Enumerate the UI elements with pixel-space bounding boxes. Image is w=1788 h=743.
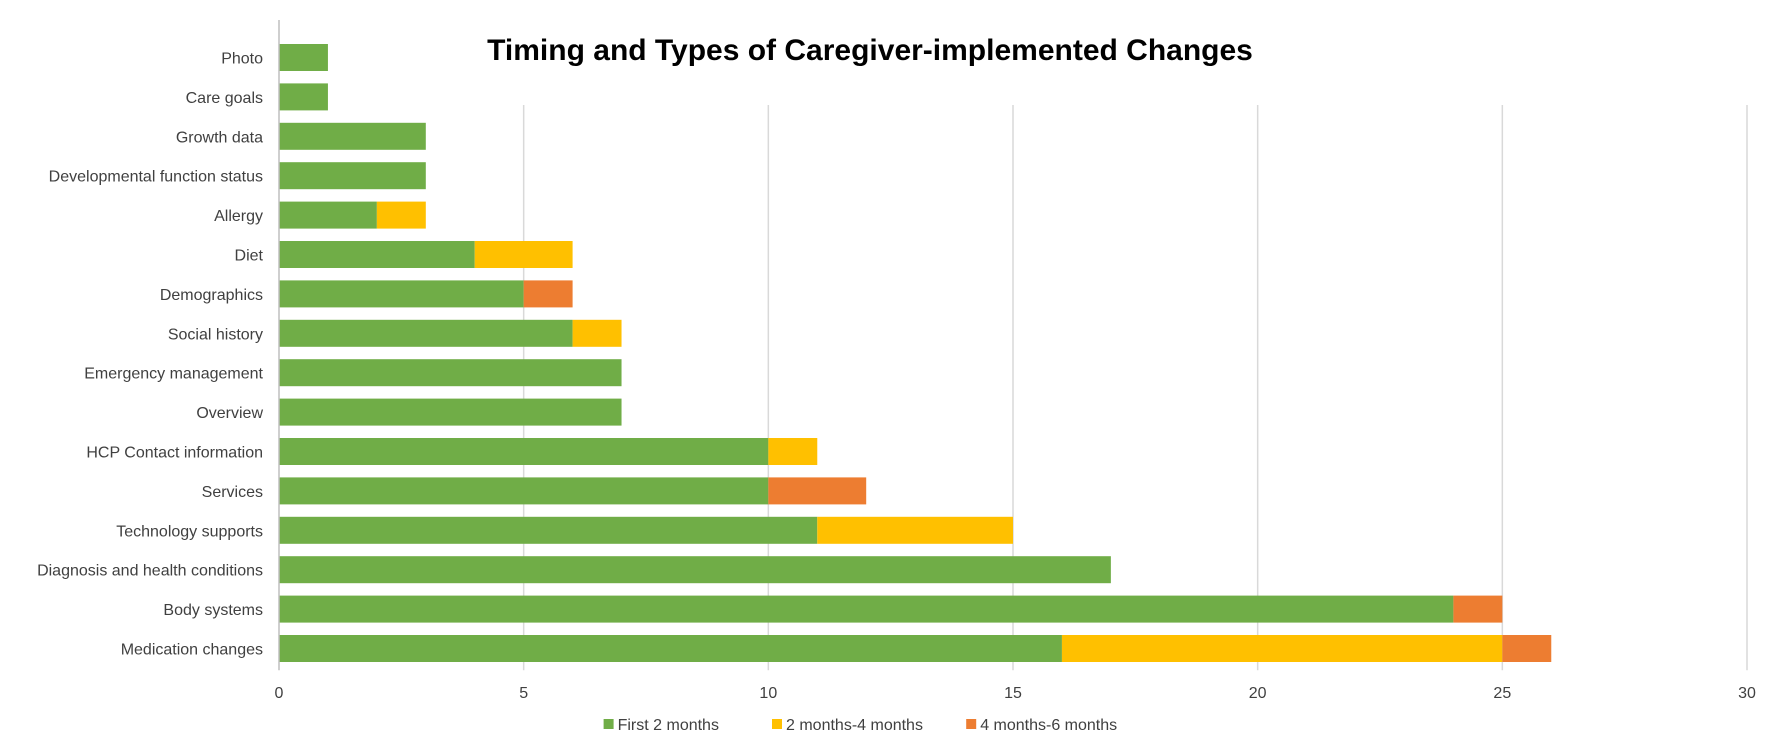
category-label: Social history — [168, 326, 263, 343]
category-label: Diagnosis and health conditions — [37, 563, 263, 580]
category-label: Medication changes — [121, 642, 263, 659]
bar-diet-series-2 — [474, 241, 573, 268]
legend-label-3: 4 months-6 months — [980, 717, 1117, 734]
category-label: Developmental function status — [49, 169, 263, 186]
legend-swatch-3 — [966, 719, 977, 729]
bar-emergency-management-series-1 — [279, 359, 622, 387]
bar-photo-series-1 — [279, 44, 328, 71]
legend-swatch-2 — [772, 719, 782, 729]
legend-label-2: 2 months-4 months — [786, 717, 923, 734]
category-label: Photo — [221, 51, 263, 68]
bar-medication-changes-series-3 — [1502, 635, 1552, 662]
category-label: Body systems — [163, 602, 263, 619]
bar-overview-series-1 — [279, 398, 622, 426]
bar-body-systems-series-1 — [279, 595, 1454, 623]
bar-hcp-contact-information-series-2 — [768, 438, 818, 465]
category-label: HCP Contact information — [86, 445, 263, 462]
bar-services-series-1 — [279, 477, 769, 505]
category-label: Technology supports — [116, 523, 263, 540]
bar-medication-changes-series-2 — [1061, 635, 1503, 662]
x-tick-label: 20 — [1249, 685, 1267, 702]
x-tick-label: 5 — [519, 685, 528, 702]
legend: First 2 months 2 months-4 months 4 months-… — [603, 717, 1117, 734]
bar-care-goals-series-1 — [279, 83, 328, 111]
bar-medication-changes-series-1 — [279, 635, 1062, 662]
x-tick-label: 0 — [275, 685, 284, 702]
chart-title: Timing and Types of Caregiver-implemente… — [487, 34, 1253, 67]
x-tick-label: 15 — [1004, 685, 1022, 702]
bar-technology-supports-series-2 — [817, 516, 1013, 544]
bar-social-history-series-2 — [572, 319, 622, 347]
category-label: Overview — [196, 405, 263, 422]
bar-growth-data-series-1 — [279, 122, 426, 150]
bar-allergy-series-2 — [376, 201, 426, 229]
bar-developmental-function-status-series-1 — [279, 162, 426, 190]
category-label: Diet — [235, 248, 264, 265]
bar-services-series-3 — [768, 477, 867, 505]
bar-body-systems-series-3 — [1453, 595, 1503, 623]
gridlines — [522, 105, 1748, 671]
bar-allergy-series-1 — [279, 201, 377, 229]
legend-swatch-1 — [603, 719, 614, 729]
category-label: Care goals — [186, 90, 263, 107]
category-label: Services — [202, 484, 263, 501]
axes: 0 5 10 15 20 25 30 Photo Care goals Growth data De… — [37, 20, 1756, 702]
bar-hcp-contact-information-series-1 — [279, 438, 769, 465]
category-label: Growth data — [176, 129, 263, 146]
x-tick-label: 10 — [759, 685, 777, 702]
bar-demographics-series-1 — [279, 280, 524, 308]
legend-label-1: First 2 months — [618, 717, 719, 734]
category-label: Demographics — [160, 287, 263, 304]
category-label: Allergy — [214, 208, 263, 225]
category-label: Emergency management — [84, 366, 263, 383]
bar-social-history-series-1 — [279, 319, 573, 347]
bar-demographics-series-3 — [523, 280, 573, 308]
x-tick-label: 30 — [1738, 685, 1756, 702]
bars — [279, 44, 1552, 662]
bar-technology-supports-series-1 — [279, 516, 818, 544]
bar-diagnosis-and-health-conditions-series-1 — [279, 556, 1111, 584]
bar-diet-series-1 — [279, 241, 475, 268]
x-tick-label: 25 — [1493, 685, 1511, 702]
